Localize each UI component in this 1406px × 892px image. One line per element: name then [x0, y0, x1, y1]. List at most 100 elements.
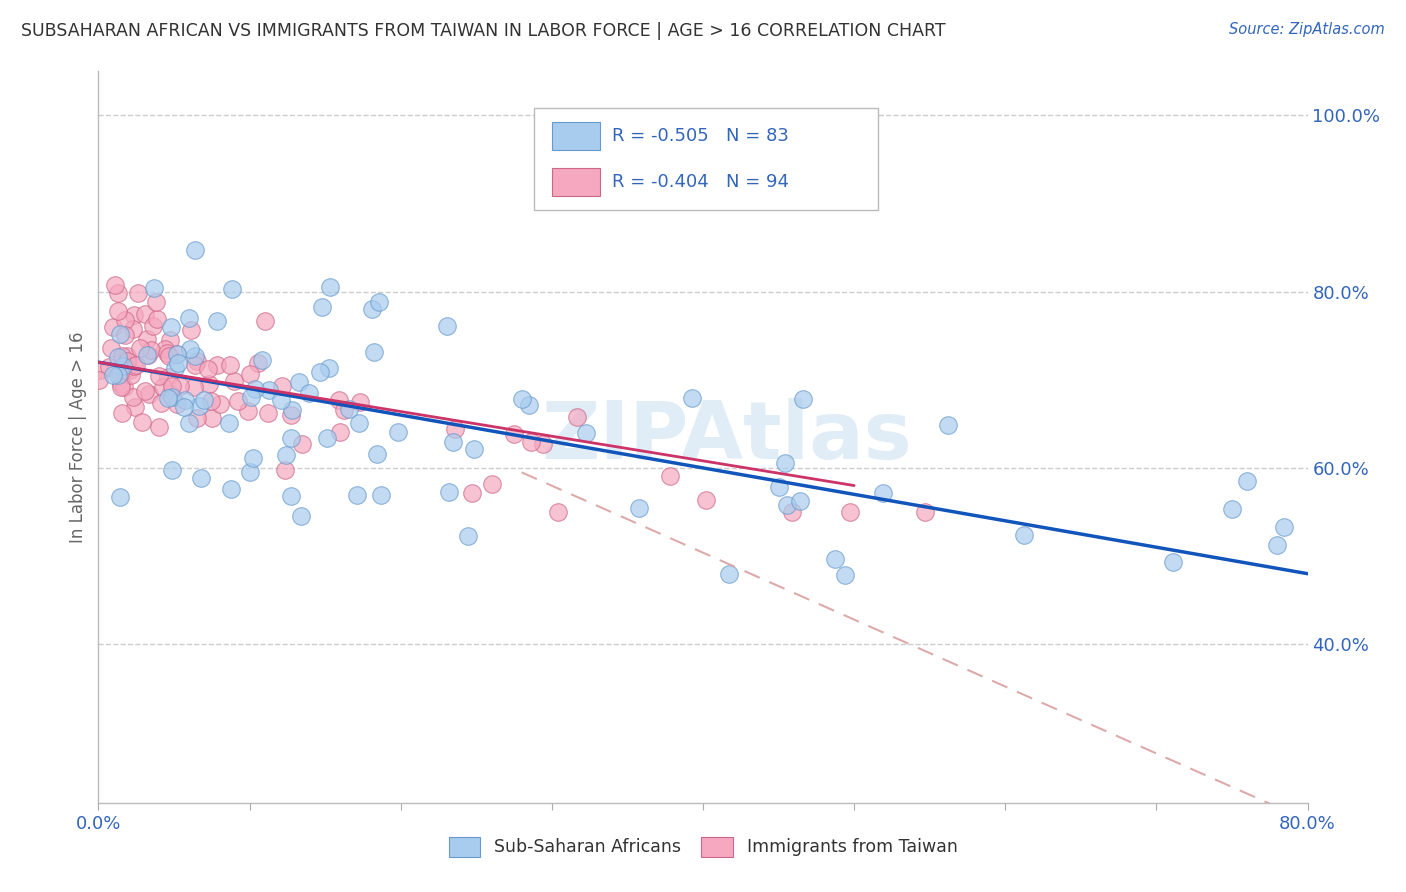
Point [179, 343, 201, 357]
Point [461, 486, 484, 500]
Point [159, 387, 181, 401]
Point [274, 463, 297, 477]
Point [98, 360, 121, 375]
Point [291, 436, 314, 450]
FancyBboxPatch shape [551, 122, 600, 150]
Point [107, 304, 129, 318]
Point [280, 409, 302, 423]
Point [695, 493, 717, 508]
Point [463, 442, 485, 456]
Point [115, 354, 138, 368]
Point [162, 390, 184, 404]
Point [122, 322, 145, 336]
Point [134, 384, 156, 398]
Point [124, 401, 146, 415]
Point [157, 349, 180, 363]
Point [183, 380, 205, 394]
Point [315, 431, 337, 445]
Point [131, 415, 153, 429]
Point [101, 319, 124, 334]
Point [1161, 555, 1184, 569]
Point [188, 400, 211, 414]
Point [146, 312, 169, 326]
Point [257, 406, 280, 420]
Point [114, 313, 136, 327]
Point [156, 346, 179, 360]
Point [179, 310, 201, 325]
Point [110, 379, 132, 393]
Point [367, 294, 389, 309]
Point [239, 367, 262, 381]
Point [89, 363, 111, 377]
Point [437, 484, 460, 499]
Point [221, 282, 243, 296]
Point [773, 456, 796, 470]
Point [387, 425, 409, 439]
Point [252, 353, 274, 368]
Point [332, 403, 354, 417]
Point [111, 359, 134, 374]
Point [200, 394, 222, 409]
Point [117, 350, 139, 364]
Point [101, 368, 124, 382]
Point [124, 308, 146, 322]
Point [253, 314, 276, 328]
Point [337, 401, 360, 416]
Point [287, 375, 309, 389]
Point [143, 281, 166, 295]
Point [197, 376, 219, 391]
Point [100, 341, 122, 355]
Point [127, 285, 149, 300]
Point [186, 410, 208, 425]
Point [153, 343, 176, 357]
Point [169, 379, 191, 393]
Point [120, 368, 142, 382]
Text: R = -0.505   N = 83: R = -0.505 N = 83 [613, 127, 789, 145]
Point [118, 363, 141, 377]
Point [107, 368, 129, 383]
Point [218, 416, 240, 430]
Point [111, 353, 134, 368]
Point [138, 387, 160, 401]
Point [160, 379, 183, 393]
Point [114, 363, 136, 377]
Point [872, 486, 894, 500]
Point [503, 426, 526, 441]
Point [163, 361, 186, 376]
Point [834, 568, 856, 582]
Point [311, 300, 333, 314]
Point [1267, 538, 1289, 552]
Point [219, 482, 242, 496]
Point [627, 500, 650, 515]
Point [184, 349, 207, 363]
Point [122, 359, 145, 373]
Point [1220, 502, 1243, 516]
Point [107, 286, 129, 301]
Point [243, 383, 266, 397]
Point [110, 349, 132, 363]
Point [768, 480, 790, 494]
Point [792, 392, 814, 407]
Point [457, 529, 479, 543]
Point [436, 318, 458, 333]
Point [180, 323, 202, 337]
Point [173, 393, 195, 408]
Point [290, 508, 312, 523]
Point [824, 551, 846, 566]
Point [159, 333, 181, 347]
Point [444, 422, 467, 436]
Point [517, 398, 540, 412]
Point [363, 345, 385, 359]
Point [125, 359, 148, 373]
Point [271, 378, 294, 392]
Point [160, 462, 183, 476]
Point [441, 434, 464, 449]
Point [328, 393, 350, 408]
Point [780, 505, 803, 519]
Point [346, 488, 368, 502]
Point [150, 395, 173, 409]
Text: SUBSAHARAN AFRICAN VS IMMIGRANTS FROM TAIWAN IN LABOR FORCE | AGE > 16 CORRELATI: SUBSAHARAN AFRICAN VS IMMIGRANTS FROM TA… [21, 22, 946, 40]
Point [547, 505, 569, 519]
Point [111, 406, 134, 420]
Point [108, 490, 131, 504]
